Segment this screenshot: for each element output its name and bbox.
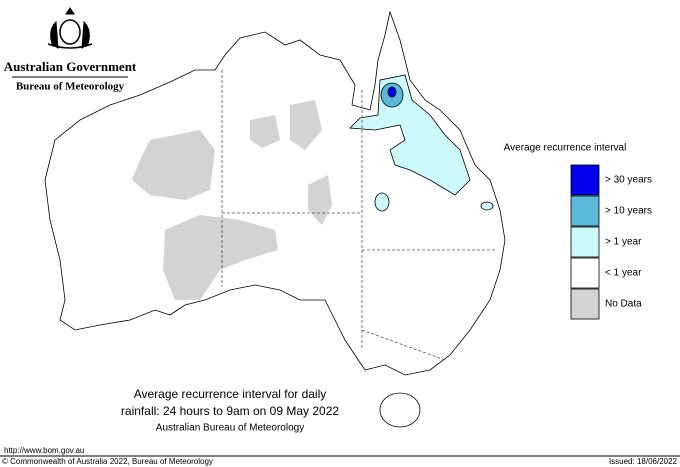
legend-swatch [570, 195, 600, 227]
footer-copyright: © Commonwealth of Australia 2022, Bureau… [2, 457, 213, 466]
map [44, 10, 506, 428]
legend-swatch [570, 226, 600, 258]
gt-30-years [387, 86, 397, 98]
legend-label: > 10 years [605, 206, 652, 217]
legend-label: < 1 year [605, 268, 642, 279]
legend-swatch [570, 164, 600, 196]
header-subtitle: Bureau of Meteorology [16, 81, 125, 93]
footer-issued: Issued: 18/06/2022 [609, 457, 678, 466]
legend-label: > 1 year [605, 237, 642, 248]
legend-label: No Data [605, 299, 642, 310]
header-title: Australian Government [4, 59, 137, 74]
legend: > 30 years > 10 years > 1 year < 1 year No D… [570, 164, 652, 320]
footer-url: http://www.bom.gov.au [4, 446, 84, 455]
no-data-areas [132, 100, 332, 300]
tasmania [379, 392, 421, 428]
gt-1-year [349, 74, 494, 212]
legend-title: Average recurrence interval [504, 143, 627, 154]
caption-line: Australian Bureau of Meteorology [156, 423, 304, 434]
legend-swatch [570, 257, 600, 289]
legend-swatch [570, 288, 600, 320]
legend-label: > 30 years [605, 175, 652, 186]
state-borders [221, 70, 495, 361]
caption-line: rainfall: 24 hours to 9am on 09 May 2022 [121, 404, 339, 418]
caption-line: Average recurrence interval for daily [134, 387, 327, 401]
crest [47, 7, 93, 49]
